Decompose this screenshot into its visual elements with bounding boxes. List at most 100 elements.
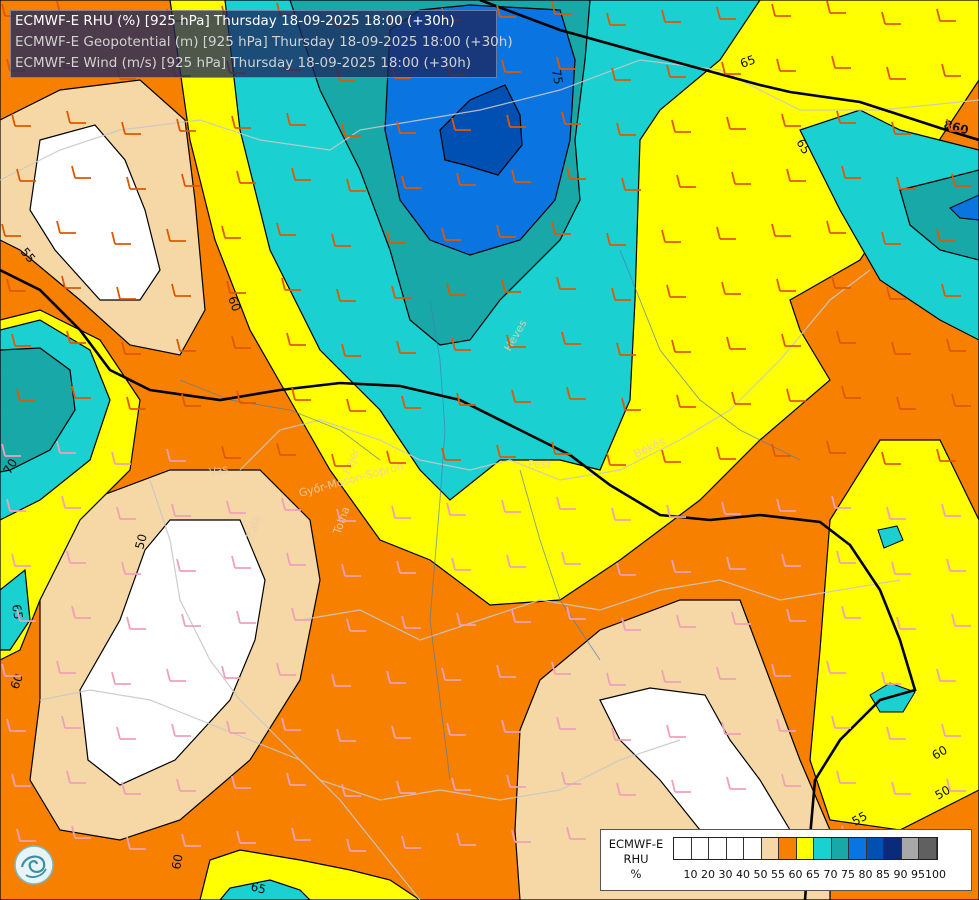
wind-barb bbox=[396, 780, 416, 794]
legend-tick-label: 95 bbox=[911, 868, 925, 881]
wind-barb bbox=[881, 11, 901, 25]
wind-barb bbox=[336, 288, 356, 302]
wind-barb bbox=[171, 723, 191, 737]
wind-barb bbox=[826, 220, 846, 234]
wind-barb bbox=[121, 121, 141, 135]
contour-label: 60 bbox=[169, 853, 185, 870]
wind-barb bbox=[116, 506, 136, 520]
wind-barb bbox=[781, 773, 801, 787]
contour-labels: 55 60 65 70 75 50 65 60 60 65 60 55 50 6… bbox=[0, 52, 970, 896]
legend-tick-label: 90 bbox=[893, 868, 908, 881]
wind-barb bbox=[281, 717, 301, 731]
wind-barb bbox=[891, 561, 911, 575]
wind-barb bbox=[331, 233, 351, 247]
wind-barb bbox=[386, 230, 406, 244]
wind-barb bbox=[496, 224, 516, 238]
rh-zone-70-75-east bbox=[899, 169, 979, 261]
wind-barb bbox=[621, 397, 641, 411]
wind-barb bbox=[16, 388, 36, 402]
rh-zone-65-70-islet-a bbox=[877, 525, 904, 549]
contour-label: 50 bbox=[132, 532, 149, 550]
wind-barb bbox=[336, 728, 356, 742]
wind-barb bbox=[6, 498, 26, 512]
wind-barb bbox=[721, 501, 741, 515]
wind-barb bbox=[836, 770, 856, 784]
legend-tick-label: 65 bbox=[806, 868, 820, 881]
wind-barb bbox=[181, 393, 201, 407]
wind-barb bbox=[561, 771, 581, 785]
wind-barb bbox=[181, 613, 201, 627]
wind-barb bbox=[346, 178, 366, 192]
region-label: Vas bbox=[208, 462, 230, 479]
wind-barb bbox=[616, 342, 636, 356]
wind-barb bbox=[11, 333, 31, 347]
legend-tick-label: 80 bbox=[858, 868, 873, 881]
wind-barb bbox=[946, 118, 966, 132]
wind-barb bbox=[221, 445, 241, 459]
wind-barb bbox=[391, 505, 411, 519]
wind-barb bbox=[881, 231, 901, 245]
wind-barb bbox=[561, 111, 581, 125]
wind-barb bbox=[286, 332, 306, 346]
legend-swatch bbox=[884, 838, 902, 859]
wind-barb bbox=[226, 720, 246, 734]
wind-barb bbox=[666, 64, 686, 78]
wind-barb bbox=[831, 55, 851, 69]
wind-barb bbox=[776, 278, 796, 292]
wind-barb bbox=[786, 168, 806, 182]
wind-barb bbox=[236, 170, 256, 184]
wind-barb bbox=[231, 555, 251, 569]
wind-barb bbox=[291, 607, 311, 621]
wind-barb bbox=[946, 338, 966, 352]
wind-barb bbox=[176, 558, 196, 572]
wind-barb bbox=[11, 113, 31, 127]
wind-barb bbox=[66, 110, 86, 124]
wind-barb bbox=[346, 398, 366, 412]
wind-barb bbox=[881, 451, 901, 465]
wind-barb bbox=[446, 502, 466, 516]
wind-barb bbox=[511, 609, 531, 623]
wind-barb bbox=[496, 4, 516, 18]
wind-barb bbox=[716, 226, 736, 240]
wind-barb bbox=[171, 283, 191, 297]
wind-barb bbox=[886, 726, 906, 740]
wind-barb bbox=[776, 58, 796, 72]
wind-barb bbox=[1, 663, 21, 677]
wind-barb bbox=[341, 783, 361, 797]
wind-barb bbox=[506, 114, 526, 128]
wind-barb bbox=[776, 718, 796, 732]
color-legend: ECMWF-E RHU % 10 20 30 40 50 55 60 65 70 75 80 85 90… bbox=[600, 829, 972, 891]
wind-barb bbox=[841, 165, 861, 179]
wind-barb bbox=[181, 173, 201, 187]
wind-barb bbox=[281, 277, 301, 291]
wind-barb bbox=[451, 557, 471, 571]
wind-barb bbox=[676, 174, 696, 188]
wind-barb bbox=[676, 614, 696, 628]
rivers bbox=[179, 249, 801, 781]
wind-barb bbox=[666, 284, 686, 298]
wind-barb bbox=[126, 176, 146, 190]
wind-barb bbox=[606, 232, 626, 246]
wind-barb bbox=[346, 838, 366, 852]
wind-barb bbox=[886, 506, 906, 520]
wind-barb bbox=[331, 453, 351, 467]
wind-barb bbox=[936, 668, 956, 682]
region-label: Pest bbox=[528, 458, 552, 471]
wind-barb bbox=[331, 673, 351, 687]
legend-tick-label: 40 bbox=[736, 868, 750, 881]
wind-barb bbox=[716, 6, 736, 20]
contour-label: 65 bbox=[249, 879, 267, 896]
wind-barb bbox=[841, 605, 861, 619]
wind-barb bbox=[116, 286, 136, 300]
wind-barb bbox=[671, 559, 691, 573]
wind-barb bbox=[396, 560, 416, 574]
wind-barb bbox=[941, 63, 961, 77]
wind-barb bbox=[726, 336, 746, 350]
wind-barb bbox=[396, 120, 416, 134]
wind-barb bbox=[781, 333, 801, 347]
ecmwf-logo-icon bbox=[14, 845, 54, 885]
wind-barb bbox=[511, 169, 531, 183]
rh-zone-below-50-west bbox=[29, 124, 161, 301]
wind-barb bbox=[836, 330, 856, 344]
